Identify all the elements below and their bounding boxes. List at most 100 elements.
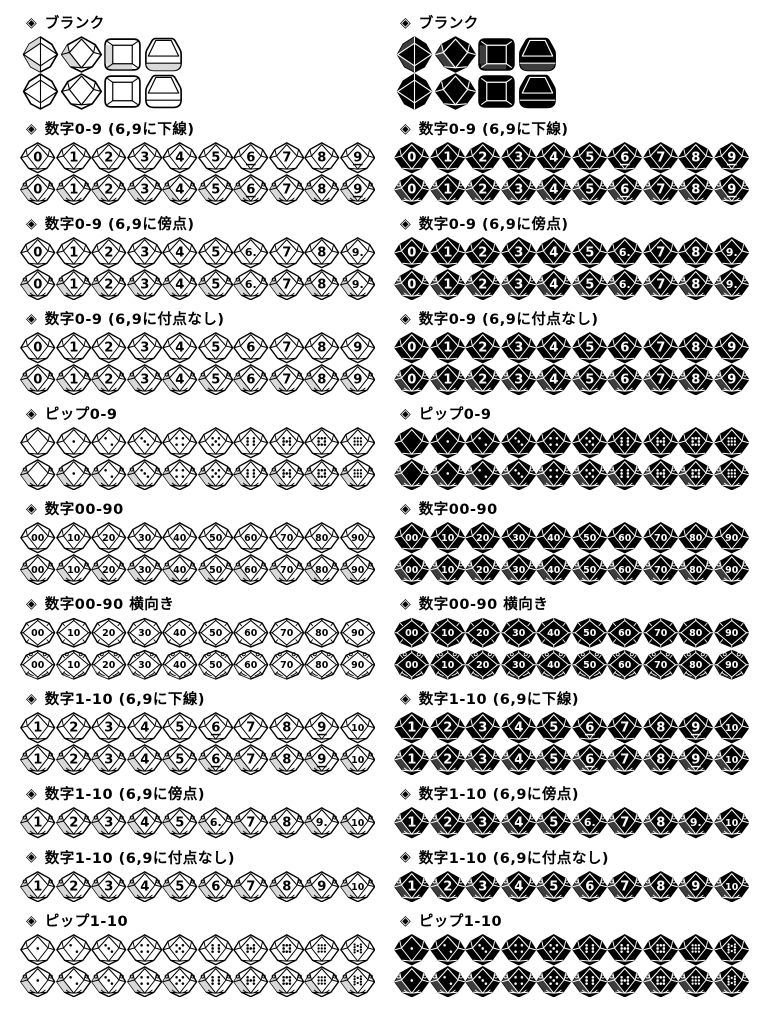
die-numbers-4: 4 (162, 237, 198, 269)
svg-text:3: 3 (104, 721, 113, 736)
dice-row: 0 1 2 3 4 5 6 7 8 9 (20, 332, 378, 364)
die-pips-7 (233, 965, 269, 997)
dice-row: 00 10 20 30 40 50 60 70 80 90 (20, 617, 378, 649)
die-pips-2 (55, 965, 91, 997)
die-pips-0 (20, 427, 56, 459)
svg-text:10: 10 (67, 659, 81, 670)
svg-text:2: 2 (443, 879, 452, 894)
svg-text:10: 10 (441, 659, 455, 670)
dice-row (394, 934, 752, 966)
dice-row (394, 36, 752, 73)
dice-row (20, 965, 378, 998)
section-white-dice-numbers-1-10-dot: ◈ 数字1-10 (6,9に傍点) 1 2 3 4 5 6. 7 8 9. 10 (20, 783, 378, 839)
svg-text:3: 3 (478, 752, 487, 767)
svg-text:10: 10 (67, 564, 81, 575)
die-numbers-50: 50 (571, 553, 607, 585)
die-numbers-70: 70 (642, 617, 678, 648)
svg-text:70: 70 (280, 564, 294, 575)
die-d10-edge (22, 73, 59, 110)
section-header: ◈ 数字0-9 (6,9に傍点) (400, 213, 752, 234)
section-black-dice-pips-1-10: ◈ ピップ1-10 (394, 910, 752, 997)
die-pips-7 (268, 427, 304, 459)
svg-text:70: 70 (654, 533, 668, 544)
die-pips-5 (571, 427, 607, 459)
die-pips-2 (429, 965, 465, 997)
die-pips-8 (678, 458, 714, 490)
die-numbers-5: 5 (571, 173, 607, 205)
die-numbers-90: 90 (339, 553, 375, 585)
die-numbers-60: 60 (607, 553, 643, 585)
die-numbers-8: 8 (268, 870, 304, 902)
die-numbers-2: 2 (91, 173, 127, 205)
diamond-bullet-icon: ◈ (26, 215, 37, 232)
svg-text:9: 9 (353, 341, 362, 356)
die-numbers-6: 6 (607, 142, 643, 174)
svg-text:2: 2 (478, 246, 487, 261)
svg-text:0: 0 (407, 182, 416, 197)
diamond-bullet-icon: ◈ (26, 849, 37, 865)
die-numbers-6.: 6. (607, 237, 643, 269)
die-numbers-5: 5 (197, 142, 233, 174)
svg-text:3: 3 (104, 879, 113, 894)
section-header: ◈ ピップ1-10 (400, 910, 752, 931)
section-white-dice-pips-0-9: ◈ ピップ0-9 (20, 403, 378, 490)
svg-text:6: 6 (620, 151, 629, 166)
svg-text:30: 30 (138, 533, 152, 544)
dice-row (20, 934, 378, 966)
diamond-bullet-icon: ◈ (400, 595, 411, 612)
svg-text:70: 70 (280, 533, 294, 544)
die-numbers-40: 40 (536, 617, 572, 648)
svg-text:6: 6 (211, 752, 220, 767)
die-pips-4 (536, 427, 572, 459)
die-pips-7 (642, 458, 678, 490)
die-pips-9 (713, 458, 749, 490)
die-numbers-2: 2 (55, 870, 91, 902)
die-numbers-80: 80 (304, 617, 340, 648)
diamond-bullet-icon: ◈ (400, 310, 411, 327)
die-pips-9 (339, 458, 375, 490)
die-numbers-8: 8 (678, 268, 714, 300)
die-d10-face (61, 36, 102, 73)
die-pips-7 (607, 965, 643, 997)
svg-text:5: 5 (585, 182, 594, 197)
die-pips-8 (268, 934, 304, 966)
die-numbers-40: 40 (536, 553, 572, 585)
dice-row (20, 427, 378, 459)
die-numbers-10: 10 (55, 649, 91, 680)
die-pips-6 (197, 965, 233, 997)
die-numbers-2: 2 (465, 237, 501, 269)
die-d10-edge (396, 36, 433, 73)
svg-text:00: 00 (31, 659, 45, 670)
svg-text:1: 1 (33, 879, 42, 894)
die-pips-8 (678, 427, 714, 459)
die-numbers-20: 20 (91, 649, 127, 680)
die-numbers-4: 4 (536, 237, 572, 269)
die-numbers-9.: 9. (339, 268, 375, 300)
dice-row: 0 1 2 3 4 5 6 7 8 9 (20, 363, 378, 396)
die-numbers-3: 3 (465, 743, 501, 775)
die-numbers-7: 7 (268, 363, 304, 395)
svg-text:1: 1 (69, 151, 78, 166)
section-black-dice-numbers-0-9-plain: ◈ 数字0-9 (6,9に付点なし) 0 1 2 3 4 5 6 7 8 9 0 1 2 3 4 5 6 7 8 9 (394, 308, 752, 395)
svg-text:7: 7 (620, 752, 629, 767)
die-numbers-6: 6 (607, 173, 643, 205)
svg-text:8: 8 (317, 151, 326, 166)
die-numbers-10: 10 (339, 807, 375, 839)
svg-text:4: 4 (549, 372, 558, 387)
die-pips-6 (607, 427, 643, 459)
die-pips-7 (607, 934, 643, 966)
svg-text:90: 90 (351, 533, 365, 544)
svg-text:6: 6 (211, 879, 220, 894)
dice-row: 1 2 3 4 5 6 7 8 9 10 (394, 712, 752, 744)
die-numbers-7: 7 (642, 142, 678, 174)
die-numbers-9: 9 (304, 870, 340, 902)
svg-text:9: 9 (353, 182, 362, 197)
die-numbers-00: 00 (394, 522, 430, 554)
die-numbers-9: 9 (304, 743, 340, 775)
section-black-dice-numbers-1-10-dot: ◈ 数字1-10 (6,9に傍点) 1 2 3 4 5 6. 7 8 9. 10 (394, 783, 752, 839)
die-d10-face (61, 73, 102, 110)
svg-text:3: 3 (514, 182, 523, 197)
svg-text:6: 6 (585, 752, 594, 767)
die-numbers-5: 5 (571, 142, 607, 174)
svg-text:4: 4 (175, 277, 184, 292)
